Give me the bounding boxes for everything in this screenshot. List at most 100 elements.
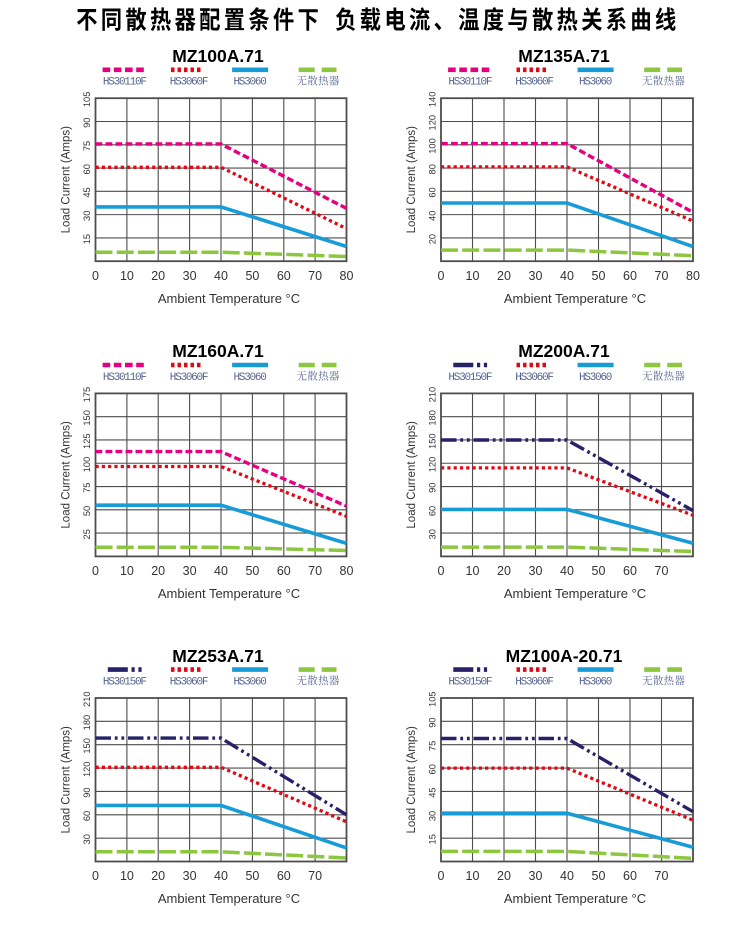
svg-text:Load Current (Amps): Load Current (Amps) bbox=[60, 421, 72, 529]
svg-text:25: 25 bbox=[82, 529, 92, 539]
svg-text:20: 20 bbox=[151, 564, 165, 578]
svg-text:45: 45 bbox=[82, 187, 92, 197]
svg-text:100: 100 bbox=[82, 457, 92, 473]
svg-text:HS3060F: HS3060F bbox=[170, 372, 208, 384]
svg-text:Ambient Temperature °C: Ambient Temperature °C bbox=[504, 586, 646, 601]
svg-text:60: 60 bbox=[428, 187, 438, 197]
svg-text:HS30150F: HS30150F bbox=[103, 676, 146, 688]
svg-text:MZ200A.71: MZ200A.71 bbox=[518, 341, 610, 361]
svg-text:125: 125 bbox=[82, 433, 92, 449]
svg-text:20: 20 bbox=[497, 269, 511, 283]
svg-text:60: 60 bbox=[623, 269, 637, 283]
svg-text:50: 50 bbox=[82, 506, 92, 516]
svg-text:120: 120 bbox=[428, 115, 438, 131]
svg-text:30: 30 bbox=[183, 869, 197, 883]
svg-text:50: 50 bbox=[245, 869, 259, 883]
svg-text:40: 40 bbox=[560, 564, 574, 578]
svg-text:30: 30 bbox=[529, 269, 543, 283]
svg-text:80: 80 bbox=[340, 269, 354, 283]
svg-text:120: 120 bbox=[428, 457, 438, 473]
svg-text:0: 0 bbox=[438, 869, 445, 883]
svg-text:HS3060: HS3060 bbox=[579, 77, 612, 89]
svg-text:180: 180 bbox=[82, 715, 92, 731]
svg-text:90: 90 bbox=[82, 787, 92, 797]
svg-text:105: 105 bbox=[82, 92, 92, 108]
svg-text:50: 50 bbox=[592, 869, 606, 883]
svg-text:60: 60 bbox=[82, 811, 92, 821]
svg-text:60: 60 bbox=[277, 869, 291, 883]
svg-text:70: 70 bbox=[308, 269, 322, 283]
svg-text:210: 210 bbox=[82, 691, 92, 707]
svg-text:50: 50 bbox=[245, 564, 259, 578]
svg-text:15: 15 bbox=[82, 234, 92, 244]
svg-text:210: 210 bbox=[428, 387, 438, 403]
svg-text:HS30110F: HS30110F bbox=[103, 372, 146, 384]
svg-text:20: 20 bbox=[428, 234, 438, 244]
svg-text:180: 180 bbox=[428, 410, 438, 426]
svg-text:80: 80 bbox=[428, 164, 438, 174]
svg-text:40: 40 bbox=[560, 269, 574, 283]
svg-text:Load Current (Amps): Load Current (Amps) bbox=[60, 126, 72, 234]
svg-text:105: 105 bbox=[428, 691, 438, 707]
svg-text:20: 20 bbox=[151, 869, 165, 883]
svg-text:30: 30 bbox=[183, 564, 197, 578]
svg-text:0: 0 bbox=[92, 869, 99, 883]
svg-text:HS3060: HS3060 bbox=[579, 676, 612, 688]
svg-text:10: 10 bbox=[120, 564, 134, 578]
svg-text:30: 30 bbox=[529, 564, 543, 578]
svg-text:0: 0 bbox=[92, 564, 99, 578]
svg-text:60: 60 bbox=[623, 564, 637, 578]
svg-text:10: 10 bbox=[120, 269, 134, 283]
svg-text:30: 30 bbox=[428, 529, 438, 539]
svg-text:HS3060: HS3060 bbox=[579, 372, 612, 384]
svg-text:50: 50 bbox=[592, 564, 606, 578]
svg-text:70: 70 bbox=[308, 564, 322, 578]
svg-text:40: 40 bbox=[560, 869, 574, 883]
svg-text:Load Current (Amps): Load Current (Amps) bbox=[406, 126, 418, 234]
svg-text:MZ100A-20.71: MZ100A-20.71 bbox=[506, 646, 623, 666]
svg-text:50: 50 bbox=[245, 269, 259, 283]
svg-text:0: 0 bbox=[438, 269, 445, 283]
svg-text:HS30110F: HS30110F bbox=[448, 77, 491, 89]
svg-text:60: 60 bbox=[623, 869, 637, 883]
svg-text:HS30150F: HS30150F bbox=[448, 372, 491, 384]
svg-text:HS3060F: HS3060F bbox=[515, 77, 553, 89]
svg-text:HS30110F: HS30110F bbox=[103, 77, 146, 89]
svg-text:Ambient Temperature °C: Ambient Temperature °C bbox=[158, 291, 300, 306]
svg-text:Load Current (Amps): Load Current (Amps) bbox=[406, 421, 418, 529]
svg-text:90: 90 bbox=[428, 717, 438, 727]
svg-text:15: 15 bbox=[428, 834, 438, 844]
svg-text:40: 40 bbox=[214, 869, 228, 883]
svg-text:30: 30 bbox=[428, 811, 438, 821]
svg-text:150: 150 bbox=[82, 410, 92, 426]
svg-text:50: 50 bbox=[592, 269, 606, 283]
svg-text:70: 70 bbox=[655, 564, 669, 578]
svg-text:10: 10 bbox=[466, 869, 480, 883]
svg-text:45: 45 bbox=[428, 787, 438, 797]
svg-text:60: 60 bbox=[428, 764, 438, 774]
svg-text:80: 80 bbox=[686, 269, 700, 283]
svg-text:30: 30 bbox=[183, 269, 197, 283]
svg-text:MZ100A.71: MZ100A.71 bbox=[172, 46, 264, 66]
svg-text:60: 60 bbox=[277, 564, 291, 578]
svg-text:40: 40 bbox=[214, 564, 228, 578]
svg-text:HS3060F: HS3060F bbox=[515, 676, 553, 688]
svg-text:150: 150 bbox=[82, 738, 92, 754]
svg-text:10: 10 bbox=[120, 869, 134, 883]
svg-text:70: 70 bbox=[655, 269, 669, 283]
svg-text:HS3060F: HS3060F bbox=[170, 676, 208, 688]
svg-text:10: 10 bbox=[466, 269, 480, 283]
svg-text:MZ253A.71: MZ253A.71 bbox=[172, 646, 264, 666]
svg-text:MZ135A.71: MZ135A.71 bbox=[518, 46, 610, 66]
svg-text:0: 0 bbox=[92, 269, 99, 283]
svg-text:150: 150 bbox=[428, 433, 438, 449]
svg-text:60: 60 bbox=[82, 164, 92, 174]
svg-text:HS3060: HS3060 bbox=[233, 676, 266, 688]
svg-text:Ambient Temperature °C: Ambient Temperature °C bbox=[504, 891, 646, 906]
svg-text:HS30150F: HS30150F bbox=[448, 676, 491, 688]
svg-text:120: 120 bbox=[82, 762, 92, 778]
svg-text:40: 40 bbox=[214, 269, 228, 283]
svg-text:Load Current (Amps): Load Current (Amps) bbox=[406, 726, 418, 834]
svg-text:Ambient Temperature °C: Ambient Temperature °C bbox=[158, 586, 300, 601]
svg-text:100: 100 bbox=[428, 138, 438, 154]
